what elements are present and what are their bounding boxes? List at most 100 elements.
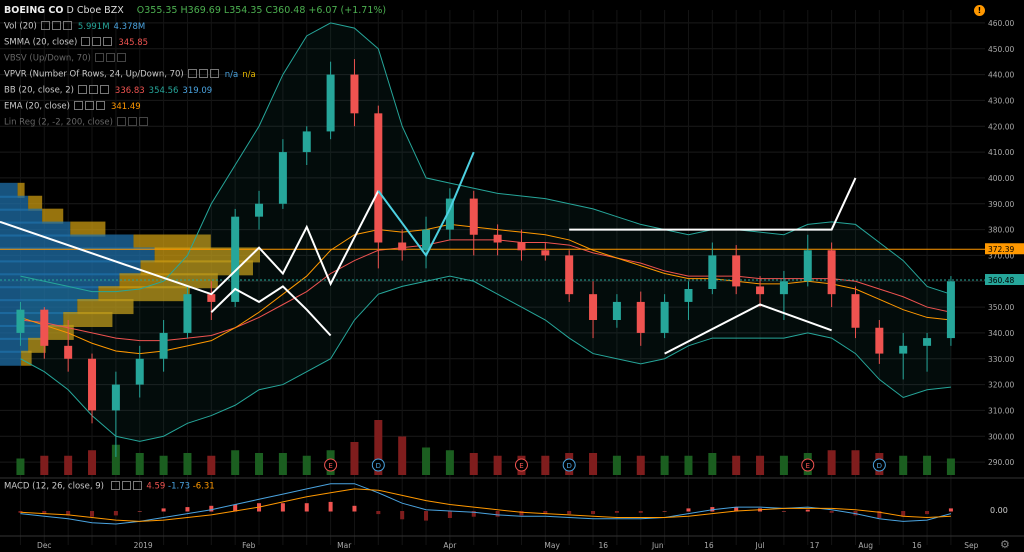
settings-icon[interactable]	[116, 117, 126, 126]
close-icon[interactable]	[103, 37, 113, 46]
settings-icon[interactable]	[187, 69, 197, 78]
indicator-label[interactable]: VBSV (Up/Down, 70)	[4, 53, 91, 64]
bollinger-lower-line	[20, 275, 951, 442]
price-axis-tick: 380.00	[988, 226, 1014, 235]
settings-icon[interactable]	[110, 481, 120, 490]
visibility-icon[interactable]	[92, 37, 102, 46]
symbol-interval[interactable]: D	[66, 5, 74, 16]
indicator-label[interactable]: EMA (20, close)	[4, 101, 70, 112]
close-icon[interactable]	[138, 117, 148, 126]
last-price-label: 360.48	[988, 276, 1014, 285]
volume-bar	[16, 458, 25, 475]
settings-icon[interactable]	[94, 53, 104, 62]
candle-body	[493, 234, 502, 243]
candle-body	[398, 242, 407, 251]
candle-body	[40, 309, 49, 346]
macd-label[interactable]: MACD (12, 26, close, 9)	[4, 481, 104, 492]
indicator-buttons	[94, 52, 128, 64]
ohlc-low: L354.35	[223, 5, 263, 16]
volume-bar	[827, 450, 836, 475]
volume-profile-up-bar	[0, 234, 134, 250]
volume-bar	[207, 455, 216, 475]
indicator-row[interactable]: Lin Reg (2, -2, 200, close)	[4, 116, 150, 129]
time-axis-tick: 16	[598, 541, 608, 550]
time-axis-tick: Sep	[964, 541, 978, 550]
candle-body	[589, 294, 598, 320]
price-axis-tick: 420.00	[988, 122, 1014, 131]
price-axis-tick: 310.00	[988, 406, 1014, 415]
macd-histogram-bar	[567, 511, 572, 515]
symbol-name[interactable]: BOEING CO	[4, 5, 64, 16]
visibility-icon[interactable]	[88, 85, 98, 94]
settings-gear-icon[interactable]: ⚙	[1000, 538, 1010, 551]
volume-bar	[40, 455, 49, 475]
candle-body	[923, 338, 932, 346]
volume-profile-up-bar	[0, 260, 141, 276]
ohlc-close: C360.48	[265, 5, 306, 16]
indicator-buttons	[73, 100, 107, 112]
indicator-row[interactable]: Vol (20) 5.991M 4.378M	[4, 20, 145, 33]
candle-body	[636, 301, 645, 333]
indicator-buttons	[40, 20, 74, 32]
indicator-row[interactable]: BB (20, close, 2) 336.83 354.56 319.09	[4, 84, 212, 97]
visibility-icon[interactable]	[84, 101, 94, 110]
indicator-row[interactable]: VPVR (Number Of Rows, 24, Up/Down, 70) n/…	[4, 68, 256, 81]
candle-body	[350, 74, 359, 114]
close-icon[interactable]	[132, 481, 142, 490]
close-icon[interactable]	[99, 85, 109, 94]
indicator-label[interactable]: Vol (20)	[4, 21, 37, 32]
time-axis-tick: Jul	[755, 541, 765, 550]
candle-body	[732, 255, 741, 287]
price-axis-tick: 440.00	[988, 71, 1014, 80]
indicator-label[interactable]: SMMA (20, close)	[4, 37, 78, 48]
close-icon[interactable]	[62, 21, 72, 30]
volume-bar	[183, 453, 192, 475]
close-icon[interactable]	[116, 53, 126, 62]
candle-body	[135, 358, 144, 385]
settings-icon[interactable]	[40, 21, 50, 30]
indicator-row[interactable]: SMMA (20, close) 345.85	[4, 36, 148, 49]
settings-icon[interactable]	[73, 101, 83, 110]
macd-histogram-bar	[161, 508, 166, 512]
candle-body	[111, 384, 120, 411]
volume-profile-down-bar	[42, 208, 64, 224]
volume-profile-down-bar	[77, 299, 134, 315]
last-price-badge	[985, 274, 1024, 286]
volume-bar	[756, 455, 765, 475]
price-axis-tick: 450.00	[988, 45, 1014, 54]
price-axis-tick: 430.00	[988, 96, 1014, 105]
candle-body	[684, 289, 693, 302]
time-axis-tick: Aug	[858, 541, 873, 550]
indicator-label[interactable]: Lin Reg (2, -2, 200, close)	[4, 117, 113, 128]
volume-bar	[851, 450, 860, 475]
close-icon[interactable]	[209, 69, 219, 78]
candle-body	[517, 242, 526, 251]
visibility-icon[interactable]	[51, 21, 61, 30]
settings-icon[interactable]	[81, 37, 91, 46]
volume-bar	[302, 455, 311, 475]
macd-histogram-bar	[447, 511, 452, 518]
visibility-icon[interactable]	[121, 481, 131, 490]
price-axis-tick: 340.00	[988, 329, 1014, 338]
settings-icon[interactable]	[77, 85, 87, 94]
ohlc-high: H369.69	[180, 5, 221, 16]
visibility-icon[interactable]	[105, 53, 115, 62]
visibility-icon[interactable]	[127, 117, 137, 126]
macd-histogram-bar	[662, 511, 667, 512]
symbol-header: BOEING CO D Cboe BZX O355.35 H369.69 L35…	[4, 5, 386, 16]
indicator-row[interactable]: VBSV (Up/Down, 70)	[4, 52, 128, 65]
volume-profile-up-bar	[0, 247, 155, 263]
volume-profile-up-bar	[0, 286, 99, 302]
alert-icon[interactable]: !	[974, 5, 985, 16]
candle-body	[708, 255, 717, 289]
indicator-label[interactable]: VPVR (Number Of Rows, 24, Up/Down, 70)	[4, 69, 184, 80]
close-icon[interactable]	[95, 101, 105, 110]
price-axis-tick: 300.00	[988, 432, 1014, 441]
visibility-icon[interactable]	[198, 69, 208, 78]
candle-body	[899, 345, 908, 354]
indicator-label[interactable]: BB (20, close, 2)	[4, 85, 74, 96]
price-axis-tick: 330.00	[988, 355, 1014, 364]
indicator-row[interactable]: EMA (20, close) 341.49	[4, 100, 141, 113]
volume-profile-down-bar	[42, 324, 74, 340]
